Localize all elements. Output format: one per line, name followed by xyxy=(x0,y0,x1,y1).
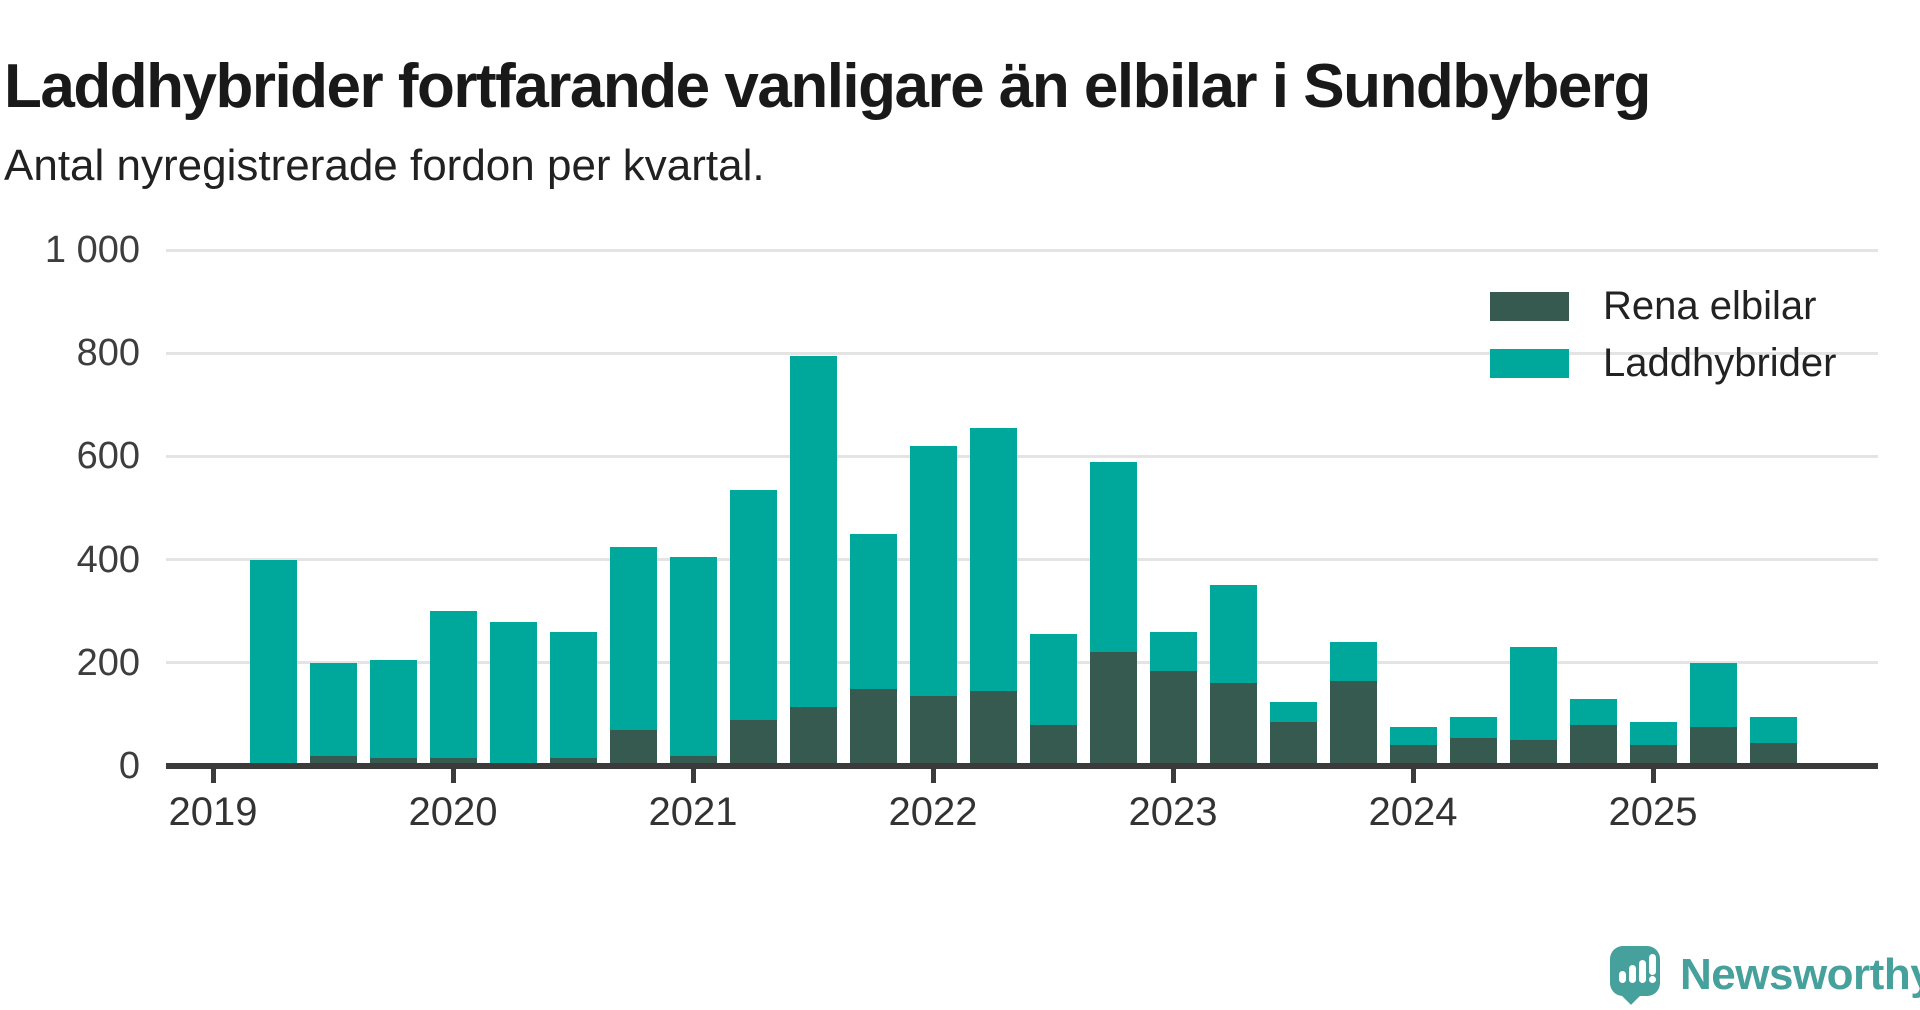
bar-elbilar-2022-Q2 xyxy=(969,691,1017,766)
mini-bar-2 xyxy=(1629,965,1636,983)
x-axis-label-2021: 2021 xyxy=(648,790,738,834)
bar-elbilar-2023-Q3 xyxy=(1269,722,1317,766)
bar-laddhybrider-2023-Q2 xyxy=(1209,585,1257,684)
bar-elbilar-2025-Q1 xyxy=(1629,745,1677,766)
bar-laddhybrider-2024-Q1 xyxy=(1389,727,1437,746)
bar-elbilar-2020-Q1 xyxy=(429,758,477,766)
bar-laddhybrider-2019-Q3 xyxy=(309,662,357,756)
x-axis-label-2022: 2022 xyxy=(888,790,978,834)
legend-row-0: Rena elbilar xyxy=(1490,278,1837,335)
bar-elbilar-2021-Q1 xyxy=(669,755,717,766)
x-axis-tick-2021 xyxy=(690,769,696,783)
chart-legend: Rena elbilar Laddhybrider xyxy=(1490,278,1837,392)
legend-swatch-0 xyxy=(1490,292,1569,321)
chart-subtitle: Antal nyregistrerade fordon per kvartal. xyxy=(4,141,765,190)
bar-elbilar-2022-Q4 xyxy=(1089,652,1137,766)
bar-laddhybrider-2025-Q1 xyxy=(1629,722,1677,746)
x-axis-label-2020: 2020 xyxy=(408,790,498,834)
bar-elbilar-2019-Q3 xyxy=(309,755,357,766)
chart-title: Laddhybrider fortfarande vanligare än el… xyxy=(4,51,1651,121)
bar-laddhybrider-2020-Q1 xyxy=(429,611,477,759)
y-axis-label-1000: 1 000 xyxy=(44,229,140,271)
bar-laddhybrider-2021-Q1 xyxy=(669,557,717,756)
x-axis-tick-2019 xyxy=(210,769,216,783)
bar-laddhybrider-2020-Q2 xyxy=(489,621,537,764)
x-axis-label-2019: 2019 xyxy=(168,790,258,834)
bar-elbilar-2025-Q2 xyxy=(1689,727,1737,766)
bar-elbilar-2023-Q4 xyxy=(1329,680,1377,766)
bar-laddhybrider-2022-Q3 xyxy=(1029,634,1077,725)
y-axis-label-200: 200 xyxy=(76,641,140,684)
y-gridline-1000 xyxy=(166,248,1878,252)
x-axis-tick-2025 xyxy=(1650,769,1656,783)
speech-bubble-shape xyxy=(1610,946,1660,996)
y-gridline-400 xyxy=(166,558,1878,562)
x-axis-tick-2024 xyxy=(1410,769,1416,783)
bar-elbilar-2022-Q1 xyxy=(909,696,957,766)
y-gridline-800 xyxy=(166,351,1878,355)
newsworthy-bubble-chart-icon xyxy=(1610,944,1662,1006)
bar-elbilar-2021-Q3 xyxy=(789,706,837,766)
bar-elbilar-2024-Q2 xyxy=(1449,737,1497,766)
bar-elbilar-2022-Q3 xyxy=(1029,724,1077,766)
bar-laddhybrider-2025-Q3 xyxy=(1749,716,1797,743)
bar-laddhybrider-2021-Q2 xyxy=(729,489,777,720)
newsworthy-wordmark: Newsworthy xyxy=(1680,950,1920,999)
bar-laddhybrider-2021-Q4 xyxy=(849,533,897,689)
bar-laddhybrider-2024-Q3 xyxy=(1509,647,1557,741)
y-axis-label-600: 600 xyxy=(76,435,140,478)
bar-laddhybrider-2022-Q4 xyxy=(1089,461,1137,653)
x-axis-tick-2022 xyxy=(930,769,936,783)
bar-elbilar-2024-Q4 xyxy=(1569,724,1617,766)
bar-elbilar-2021-Q2 xyxy=(729,719,777,766)
newsworthy-logo: Newsworthy xyxy=(1610,944,1920,1006)
bar-laddhybrider-2022-Q2 xyxy=(969,428,1017,692)
bar-laddhybrider-2020-Q4 xyxy=(609,546,657,730)
bar-laddhybrider-2025-Q2 xyxy=(1689,662,1737,728)
bar-laddhybrider-2019-Q2 xyxy=(249,559,297,764)
y-gridline-200 xyxy=(166,661,1878,665)
bar-elbilar-2021-Q4 xyxy=(849,688,897,766)
mini-bar-3 xyxy=(1639,960,1646,983)
exclamation-bar xyxy=(1649,954,1656,975)
bar-laddhybrider-2023-Q4 xyxy=(1329,642,1377,681)
mini-bar-1 xyxy=(1619,971,1626,983)
bar-laddhybrider-2021-Q3 xyxy=(789,355,837,707)
y-axis-label-800: 800 xyxy=(76,332,140,375)
bar-elbilar-2020-Q3 xyxy=(549,758,597,766)
x-axis-tick-2023 xyxy=(1170,769,1176,783)
y-axis-label-400: 400 xyxy=(76,538,140,581)
bar-laddhybrider-2022-Q1 xyxy=(909,446,957,697)
x-axis-label-2024: 2024 xyxy=(1368,790,1458,834)
bar-laddhybrider-2023-Q1 xyxy=(1149,631,1197,671)
bar-laddhybrider-2024-Q2 xyxy=(1449,716,1497,738)
bar-elbilar-2025-Q3 xyxy=(1749,742,1797,766)
legend-label-1: Laddhybrider xyxy=(1603,341,1837,385)
legend-label-0: Rena elbilar xyxy=(1603,284,1817,328)
x-axis-tick-2020 xyxy=(450,769,456,783)
x-axis-line xyxy=(166,763,1878,769)
bar-laddhybrider-2019-Q4 xyxy=(369,660,417,759)
bar-laddhybrider-2020-Q3 xyxy=(549,631,597,759)
bar-laddhybrider-2024-Q4 xyxy=(1569,698,1617,725)
bar-elbilar-2019-Q4 xyxy=(369,758,417,766)
bar-elbilar-2023-Q1 xyxy=(1149,670,1197,766)
x-axis-label-2023: 2023 xyxy=(1128,790,1218,834)
x-axis-label-2025: 2025 xyxy=(1608,790,1698,834)
bar-elbilar-2024-Q1 xyxy=(1389,745,1437,766)
bar-elbilar-2024-Q3 xyxy=(1509,740,1557,766)
bar-elbilar-2020-Q4 xyxy=(609,729,657,766)
bar-elbilar-2023-Q2 xyxy=(1209,683,1257,766)
legend-row-1: Laddhybrider xyxy=(1490,335,1837,392)
y-axis-label-0: 0 xyxy=(118,745,140,787)
exclamation-dot xyxy=(1649,976,1656,983)
legend-swatch-1 xyxy=(1490,349,1569,378)
bar-laddhybrider-2023-Q3 xyxy=(1269,701,1317,723)
y-gridline-600 xyxy=(166,454,1878,458)
